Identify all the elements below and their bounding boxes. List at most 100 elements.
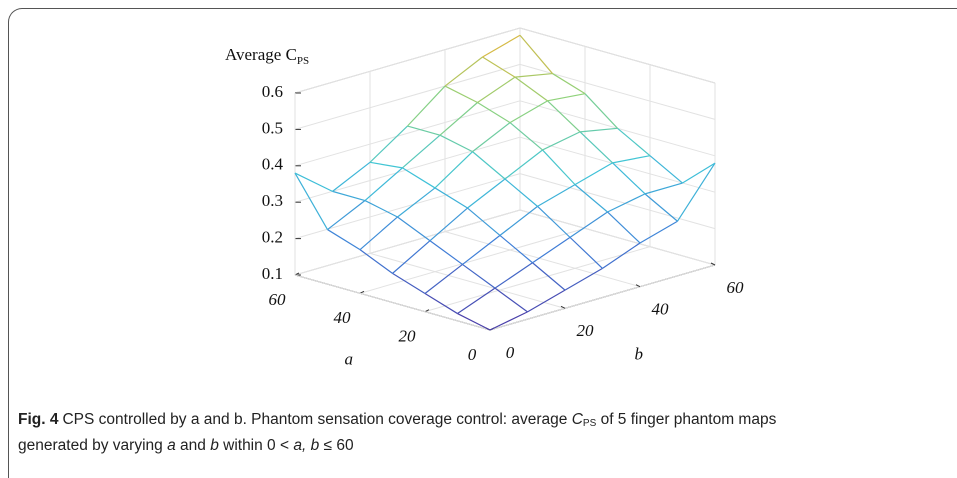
mesh-line	[537, 205, 571, 238]
mesh-line	[444, 85, 478, 104]
mesh-line	[457, 287, 496, 315]
mesh-line	[532, 236, 571, 264]
mesh-line	[407, 125, 441, 136]
mesh-line	[509, 122, 543, 151]
a-tick-label: 60	[269, 290, 287, 309]
mesh-line	[532, 262, 566, 291]
caption: Fig. 4 CPS controlled by a and b. Phantom…	[18, 409, 808, 457]
z-tick-label: 0.4	[262, 155, 284, 174]
mesh-line	[359, 249, 393, 274]
mesh-line	[369, 161, 403, 169]
grid-line	[294, 63, 521, 130]
mesh-line	[676, 162, 716, 222]
mesh-line	[462, 234, 501, 265]
mesh-line	[482, 56, 516, 78]
mesh-line	[477, 76, 516, 104]
tick-mark	[424, 309, 430, 313]
grid-line	[519, 136, 716, 193]
mesh-line	[514, 72, 553, 78]
mesh-line	[542, 149, 576, 186]
mesh-line	[537, 184, 576, 207]
mesh-line	[509, 100, 548, 124]
mesh-line	[527, 289, 566, 313]
b-tick-label: 60	[727, 278, 745, 297]
figure-frame	[8, 8, 957, 478]
mesh-line	[547, 93, 586, 102]
z-tick-label: 0.3	[262, 191, 283, 210]
mesh-line	[644, 182, 683, 195]
mesh-line	[519, 34, 553, 74]
mesh-line	[607, 193, 646, 213]
mesh-line	[499, 234, 533, 264]
mesh-line	[397, 216, 431, 242]
mesh-line	[402, 134, 441, 169]
mesh-line	[444, 56, 483, 87]
mesh-line	[639, 220, 678, 244]
mesh-line	[579, 131, 613, 164]
grid-line	[294, 173, 521, 240]
mesh-line	[359, 216, 398, 251]
grid-line	[424, 246, 651, 313]
b-tick-label: 20	[577, 321, 595, 340]
caption-run: a	[167, 437, 176, 454]
mesh-line	[392, 240, 431, 274]
mesh-line	[579, 127, 618, 133]
mesh-line	[434, 151, 473, 189]
mesh-line	[429, 207, 468, 242]
mesh-line	[332, 190, 366, 202]
mesh-line	[564, 267, 603, 291]
mesh-line	[489, 311, 528, 331]
grid-line	[489, 264, 716, 331]
a-axis-label: a	[345, 349, 354, 368]
grid-line	[294, 27, 521, 94]
mesh-line	[504, 149, 543, 180]
z-label-sub: PS	[297, 55, 309, 67]
mesh-line	[499, 205, 538, 236]
b-tick-label: 40	[652, 300, 670, 319]
mesh-line	[649, 155, 683, 184]
grid-line	[369, 252, 566, 309]
mesh-line	[439, 102, 478, 136]
caption-run: PS	[582, 418, 597, 429]
grid-line	[294, 100, 521, 167]
b-tick-label: 0	[506, 343, 515, 362]
a-tick-label: 0	[468, 345, 477, 364]
mesh-line	[472, 151, 506, 180]
z-axis-label: Average CPS	[225, 45, 309, 67]
mesh-line	[514, 76, 548, 102]
mesh-line	[434, 187, 468, 209]
caption-run: ≤ 60	[319, 437, 354, 454]
caption-run: C	[571, 411, 583, 428]
mesh-line	[602, 242, 641, 269]
mesh-line	[542, 131, 581, 151]
mesh-line	[392, 272, 426, 294]
mesh-line	[617, 127, 651, 157]
grid-line	[294, 274, 491, 331]
mesh-line	[397, 187, 436, 218]
mesh-line	[644, 193, 678, 222]
b-axis-label: b	[635, 344, 644, 363]
mesh-line	[407, 85, 446, 127]
mesh-line	[607, 211, 641, 244]
tick-mark	[294, 272, 300, 276]
z-tick-label: 0.6	[262, 82, 283, 101]
tick-mark	[710, 262, 716, 266]
mesh-line	[574, 184, 608, 213]
mesh-line	[482, 34, 521, 58]
grid-line	[359, 227, 586, 294]
chart: 0.1 0.2 0.3 0.4 0.5 0.6 0 20 40 60 0 20 40 60 Average …	[225, 27, 745, 368]
tick-mark	[359, 290, 365, 294]
z-label-main: Average C	[225, 45, 297, 64]
z-tick-label: 0.1	[262, 264, 283, 283]
mesh-line	[569, 211, 608, 238]
mesh-line	[494, 262, 533, 289]
mesh-line	[332, 161, 371, 192]
caption-run: within 0 <	[218, 437, 294, 454]
grid-line	[519, 63, 716, 120]
mesh-line	[424, 292, 458, 315]
mesh-line	[547, 100, 581, 133]
mesh-line	[472, 122, 511, 153]
mesh-line	[467, 178, 506, 209]
mesh-line	[569, 236, 603, 269]
mesh-line	[494, 287, 528, 313]
